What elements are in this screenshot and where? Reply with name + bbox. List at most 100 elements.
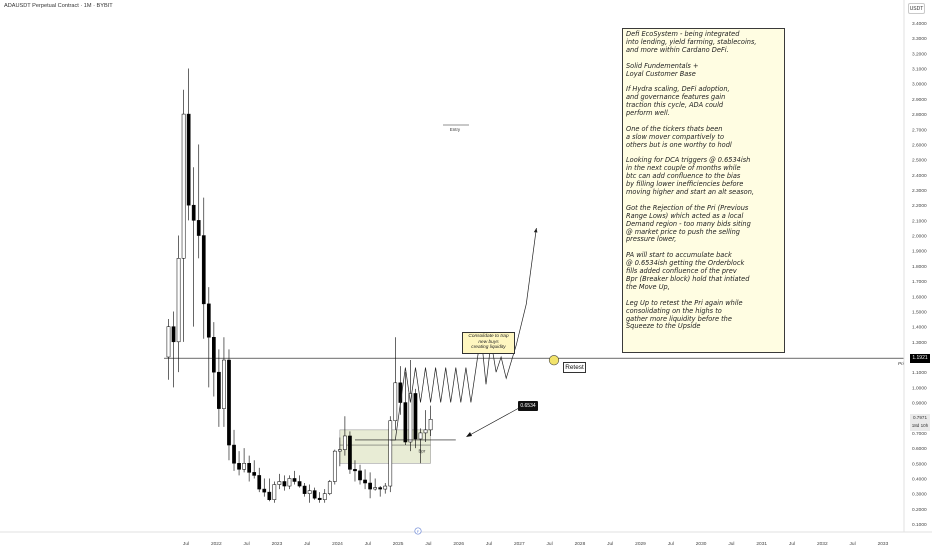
candle: [307, 490, 312, 494]
candle: [413, 393, 418, 440]
entry-label: Entry: [450, 127, 461, 132]
chart-drawings: Pri Entry: [164, 124, 905, 441]
currency-badge[interactable]: USDT: [908, 3, 925, 14]
candle: [393, 382, 398, 422]
y-tick-label: 1.9000: [912, 249, 927, 255]
note-paragraph: Leg Up to retest the Pri again while con…: [626, 298, 743, 331]
countdown: 18d 10h: [911, 423, 929, 428]
y-tick-label: 1.7000: [912, 279, 927, 285]
note-paragraph: Defi EcoSystem - being integrated into l…: [626, 30, 757, 54]
candle: [217, 371, 221, 409]
x-tick-label: 2032: [817, 541, 828, 547]
pri-label: Pri: [898, 361, 905, 366]
y-tick-label: 3.3000: [912, 36, 927, 42]
retest-circle: [548, 355, 560, 366]
candle: [232, 444, 236, 464]
event-marker-icon: [414, 527, 422, 535]
projected-path: [390, 227, 537, 441]
y-tick-label: 3.2000: [912, 51, 927, 57]
y-tick-label: 2.4000: [912, 173, 927, 179]
candle: [403, 402, 408, 443]
y-tick-label: 0.3000: [912, 492, 927, 498]
entry-price-tag: 0.6534: [518, 401, 538, 411]
x-tick-label: Jul: [486, 541, 492, 547]
candle: [353, 469, 357, 472]
x-tick-label: Jul: [244, 541, 250, 547]
candle: [317, 497, 322, 500]
pri-price-label: 1.1921: [910, 354, 930, 363]
y-tick-label: 1.1000: [912, 370, 927, 376]
candle: [257, 475, 262, 490]
y-tick-label: 0.7000: [912, 431, 927, 437]
y-tick-label: 2.9000: [912, 97, 927, 103]
price-axis: 3.4000 3.3000 3.2000 3.1000 3.0000 2.9000 2.80…: [903, 0, 927, 532]
analysis-note: Defi EcoSystem - being integrated into l…: [622, 28, 785, 353]
candle: [408, 393, 413, 443]
x-tick-label: 2024: [332, 541, 343, 547]
candle: [358, 470, 362, 481]
x-tick-label: Jul: [728, 541, 734, 547]
y-tick-label: 3.1000: [912, 67, 927, 73]
candle: [363, 479, 367, 484]
x-tick-label: Jul: [304, 541, 310, 547]
y-tick-label: 2.1000: [912, 218, 927, 224]
y-tick-label: 0.9000: [912, 401, 927, 407]
candle: [262, 488, 267, 493]
x-tick-label: 2023: [272, 541, 283, 547]
time-axis: Jul 2022 Jul 2023 Jul 2024 Jul 2025 Jul 2026 Jul 20…: [0, 527, 932, 547]
candle: [423, 429, 428, 434]
candle: [212, 337, 216, 373]
y-tick-label: 2.7000: [912, 127, 927, 133]
y-tick-label: 2.2000: [912, 203, 927, 209]
candle: [191, 204, 196, 221]
candle: [277, 481, 282, 485]
candle: [267, 491, 272, 500]
entry-arrow-line: [467, 407, 520, 437]
candle: [201, 235, 206, 305]
x-tick-label: Jul: [850, 541, 856, 547]
candle: [171, 326, 176, 343]
current-price: 0.7971: [912, 415, 928, 420]
y-tick-label: 0.2000: [912, 507, 927, 513]
candle: [418, 432, 423, 440]
x-tick-label: Jul: [547, 541, 553, 547]
candle: [297, 481, 302, 487]
consolidate-note: Consolidate to trap new buys creating li…: [462, 332, 515, 354]
candle: [166, 326, 171, 358]
candle: [383, 485, 388, 490]
consolidate-line: new buys: [478, 339, 499, 345]
note-paragraph: Looking for DCA triggers @ 0.6534ish in …: [626, 156, 754, 197]
candle: [227, 359, 231, 446]
y-tick-label: 2.8000: [912, 112, 927, 118]
x-tick-label: 2022: [211, 541, 222, 547]
x-tick-label: Jul: [668, 541, 674, 547]
y-tick-label: 3.4000: [912, 21, 927, 27]
x-tick-label: 2033: [878, 541, 889, 547]
y-tick-label: 2.5000: [912, 158, 927, 164]
x-tick-label: 2031: [756, 541, 767, 547]
x-tick-label: 2029: [635, 541, 646, 547]
note-paragraph: Solid Fundementals + Loyal Customer Base: [626, 61, 699, 78]
candle: [368, 482, 372, 490]
consolidate-line: creating liquidity: [471, 345, 506, 351]
candle: [312, 490, 317, 499]
candle: [282, 481, 287, 487]
note-paragraph: If Hydra scaling, DeFi adoption, and gov…: [626, 85, 730, 118]
candle: [428, 418, 433, 431]
y-tick-label: 2.3000: [912, 188, 927, 194]
y-tick-label: 0.1000: [912, 522, 927, 528]
note-paragraph: One of the tickers thats been a slow mov…: [626, 124, 732, 149]
entry-arrow-head: [466, 432, 472, 437]
x-tick-label: 2026: [453, 541, 464, 547]
candle: [378, 487, 383, 490]
y-tick-label: 1.5000: [912, 309, 927, 315]
bpr-label: Bpr: [419, 449, 426, 454]
candle: [252, 472, 257, 476]
candle: [181, 113, 186, 259]
x-tick-label: Jul: [425, 541, 431, 547]
current-price-label: 0.7971 18d 10h: [910, 414, 930, 431]
x-tick-label: 2027: [514, 541, 525, 547]
candle: [206, 303, 211, 338]
consolidate-line: Consolidate to trap: [468, 334, 509, 339]
